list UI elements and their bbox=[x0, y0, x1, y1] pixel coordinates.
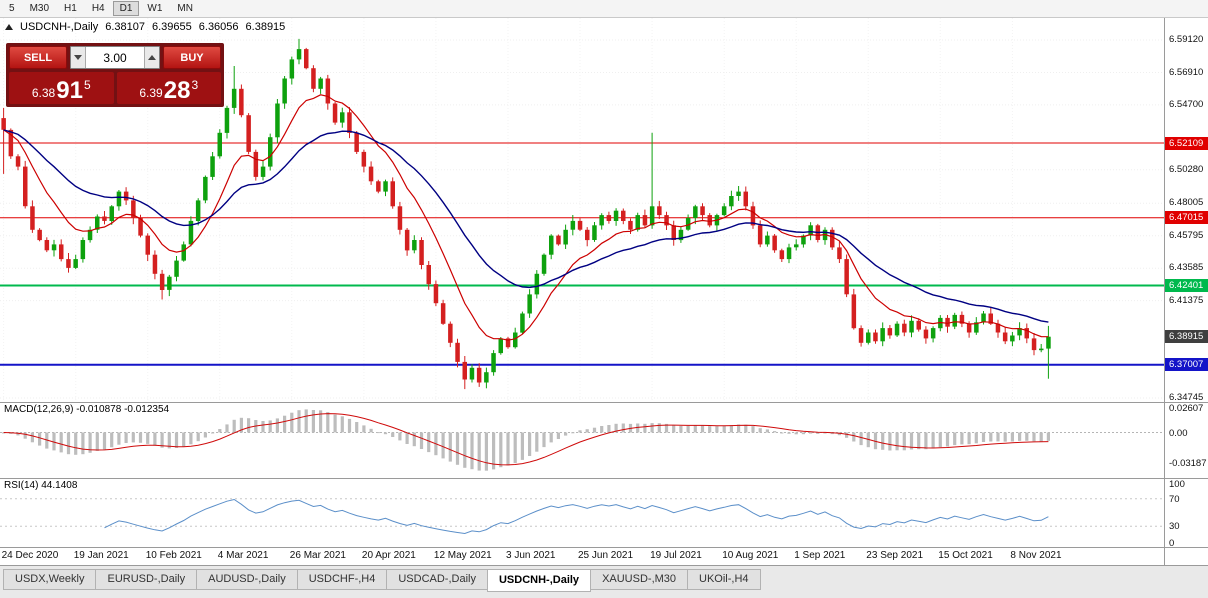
time-axis-label: 26 Mar 2021 bbox=[289, 550, 346, 561]
time-axis[interactable]: 24 Dec 2020 19 Jan 2021 10 Feb 2021 4 Mar 2… bbox=[0, 547, 1164, 565]
arrow-down-icon bbox=[74, 55, 82, 60]
timeframe-button-h4[interactable]: H4 bbox=[85, 1, 112, 16]
time-axis-label: 20 Apr 2021 bbox=[361, 550, 416, 561]
sell-button[interactable]: SELL bbox=[9, 46, 67, 69]
timeframe-button-5[interactable]: 5 bbox=[2, 1, 22, 16]
price-axis-label: 6.43585 bbox=[1169, 262, 1204, 274]
price-chart-pane[interactable]: USDCNH-,Daily 6.38107 6.39655 6.36056 6.… bbox=[0, 18, 1164, 402]
timeframe-button-d1[interactable]: D1 bbox=[112, 1, 140, 16]
sell-price-point: 5 bbox=[83, 78, 91, 92]
trade-panel-controls: SELL BUY bbox=[9, 46, 221, 69]
buy-button[interactable]: BUY bbox=[163, 46, 221, 69]
price-line-label-6-52109[interactable]: 6.52109 bbox=[1165, 136, 1208, 150]
macd-axis-label: 0.02607 bbox=[1169, 403, 1204, 414]
price-axis-label: 6.48005 bbox=[1169, 197, 1204, 209]
rsi-axis-label: 30 bbox=[1169, 521, 1180, 533]
price-line-label-6-38915[interactable]: 6.38915 bbox=[1165, 330, 1208, 344]
ohlc-close: 6.38915 bbox=[245, 21, 286, 33]
macd-axis-label: 0.00 bbox=[1169, 427, 1188, 439]
price-axis-label: 6.56910 bbox=[1169, 66, 1204, 78]
timeframe-button-m30[interactable]: M30 bbox=[23, 1, 56, 16]
candlestick-chart bbox=[0, 18, 1164, 402]
price-axis-label: 6.54700 bbox=[1169, 98, 1204, 110]
buy-price-point: 3 bbox=[191, 78, 199, 92]
price-axis-label: 6.59120 bbox=[1169, 34, 1204, 45]
rsi-label: RSI(14) 44.1408 bbox=[4, 480, 78, 491]
buy-price-prefix: 6.39 bbox=[139, 86, 163, 100]
trade-panel-prices: 6.38 91 5 6.39 28 3 bbox=[9, 72, 221, 104]
sell-price-prefix: 6.38 bbox=[31, 86, 56, 100]
chart-tab-usdchf-h4[interactable]: USDCHF-,H4 bbox=[296, 569, 388, 590]
time-axis-label: 25 Jun 2021 bbox=[578, 550, 634, 561]
expand-trade-panel-icon[interactable] bbox=[5, 24, 13, 30]
volume-increase-button[interactable] bbox=[144, 47, 159, 68]
volume-input[interactable] bbox=[86, 47, 144, 68]
pane-separator[interactable] bbox=[0, 478, 1208, 479]
ohlc-low: 6.36056 bbox=[198, 21, 239, 33]
chart-tab-usdcnh-daily[interactable]: USDCNH-,Daily bbox=[486, 569, 592, 592]
chart-info-line: USDCNH-,Daily 6.38107 6.39655 6.36056 6.… bbox=[5, 21, 285, 33]
chart-region: USDCNH-,Daily 6.38107 6.39655 6.36056 6.… bbox=[0, 18, 1208, 565]
price-axis[interactable]: 6.59120 6.56910 6.54700 6.50280 6.48005 6.457… bbox=[1164, 18, 1208, 565]
candles-layer bbox=[1, 38, 1051, 390]
price-axis-label: 6.45795 bbox=[1169, 229, 1204, 241]
rsi-axis-label: 0 bbox=[1169, 538, 1175, 549]
time-axis-label: 1 Sep 2021 bbox=[794, 550, 846, 561]
time-axis-label: 8 Nov 2021 bbox=[1010, 550, 1062, 561]
macd-indicator-pane[interactable]: MACD(12,26,9) -0.010878 -0.012354 bbox=[0, 402, 1164, 478]
macd-label: MACD(12,26,9) -0.010878 -0.012354 bbox=[4, 404, 170, 415]
time-axis-label: 23 Sep 2021 bbox=[866, 550, 924, 561]
pane-separator[interactable] bbox=[0, 547, 1208, 548]
time-axis-label: 15 Oct 2021 bbox=[938, 550, 993, 561]
chart-symbol-period: USDCNH-,Daily bbox=[20, 21, 99, 33]
price-line-label-6-37007[interactable]: 6.37007 bbox=[1165, 358, 1208, 372]
chart-tab-xauusd-m30[interactable]: XAUUSD-,M30 bbox=[590, 569, 689, 590]
chart-tab-eurusd-daily[interactable]: EURUSD-,Daily bbox=[95, 569, 198, 590]
time-axis-label: 19 Jul 2021 bbox=[650, 550, 702, 561]
macd-chart bbox=[0, 409, 1164, 471]
rsi-chart bbox=[0, 498, 1164, 535]
volume-spinner bbox=[70, 46, 160, 69]
arrow-up-icon bbox=[148, 55, 156, 60]
sell-price-display[interactable]: 6.38 91 5 bbox=[9, 72, 114, 104]
ohlc-open: 6.38107 bbox=[105, 21, 145, 33]
timeframe-button-w1[interactable]: W1 bbox=[140, 1, 169, 16]
price-axis-label: 6.50280 bbox=[1169, 163, 1204, 175]
price-axis-label: 6.34745 bbox=[1169, 392, 1204, 403]
buy-price-pips: 28 bbox=[163, 77, 191, 104]
rsi-axis-label: 70 bbox=[1169, 493, 1180, 505]
chart-tab-usdx-weekly[interactable]: USDX,Weekly bbox=[3, 569, 97, 590]
rsi-indicator-pane[interactable]: RSI(14) 44.1408 bbox=[0, 478, 1164, 547]
chart-tab-ukoil-h4[interactable]: UKOil-,H4 bbox=[687, 569, 761, 590]
time-axis-label: 4 Mar 2021 bbox=[217, 550, 269, 561]
ohlc-high: 6.39655 bbox=[152, 21, 192, 33]
timeframe-button-mn[interactable]: MN bbox=[170, 1, 200, 16]
time-axis-label: 10 Aug 2021 bbox=[722, 550, 779, 561]
timeframe-toolbar: 5 M30 H1 H4 D1 W1 MN bbox=[0, 0, 1208, 18]
time-axis-label: 19 Jan 2021 bbox=[73, 550, 129, 561]
chart-tab-audusd-daily[interactable]: AUDUSD-,Daily bbox=[196, 569, 298, 590]
price-line-label-6-47015[interactable]: 6.47015 bbox=[1165, 211, 1208, 225]
time-axis-label: 24 Dec 2020 bbox=[1, 550, 59, 561]
price-axis-label: 6.41375 bbox=[1169, 294, 1204, 306]
time-axis-label: 10 Feb 2021 bbox=[145, 550, 202, 561]
chart-tab-bar: USDX,Weekly EURUSD-,Daily AUDUSD-,Daily USD… bbox=[0, 565, 1208, 598]
time-axis-label: 12 May 2021 bbox=[433, 550, 492, 561]
sell-price-pips: 91 bbox=[56, 77, 83, 104]
buy-price-display[interactable]: 6.39 28 3 bbox=[116, 72, 221, 104]
price-line-label-6-42401[interactable]: 6.42401 bbox=[1165, 279, 1208, 292]
timeframe-button-h1[interactable]: H1 bbox=[57, 1, 84, 16]
macd-axis-label: -0.03187 bbox=[1169, 457, 1207, 469]
rsi-axis-label: 100 bbox=[1169, 479, 1185, 490]
volume-decrease-button[interactable] bbox=[71, 47, 86, 68]
pane-separator[interactable] bbox=[0, 402, 1208, 403]
time-axis-label: 3 Jun 2021 bbox=[506, 550, 556, 561]
chart-tab-usdcad-daily[interactable]: USDCAD-,Daily bbox=[386, 569, 488, 590]
